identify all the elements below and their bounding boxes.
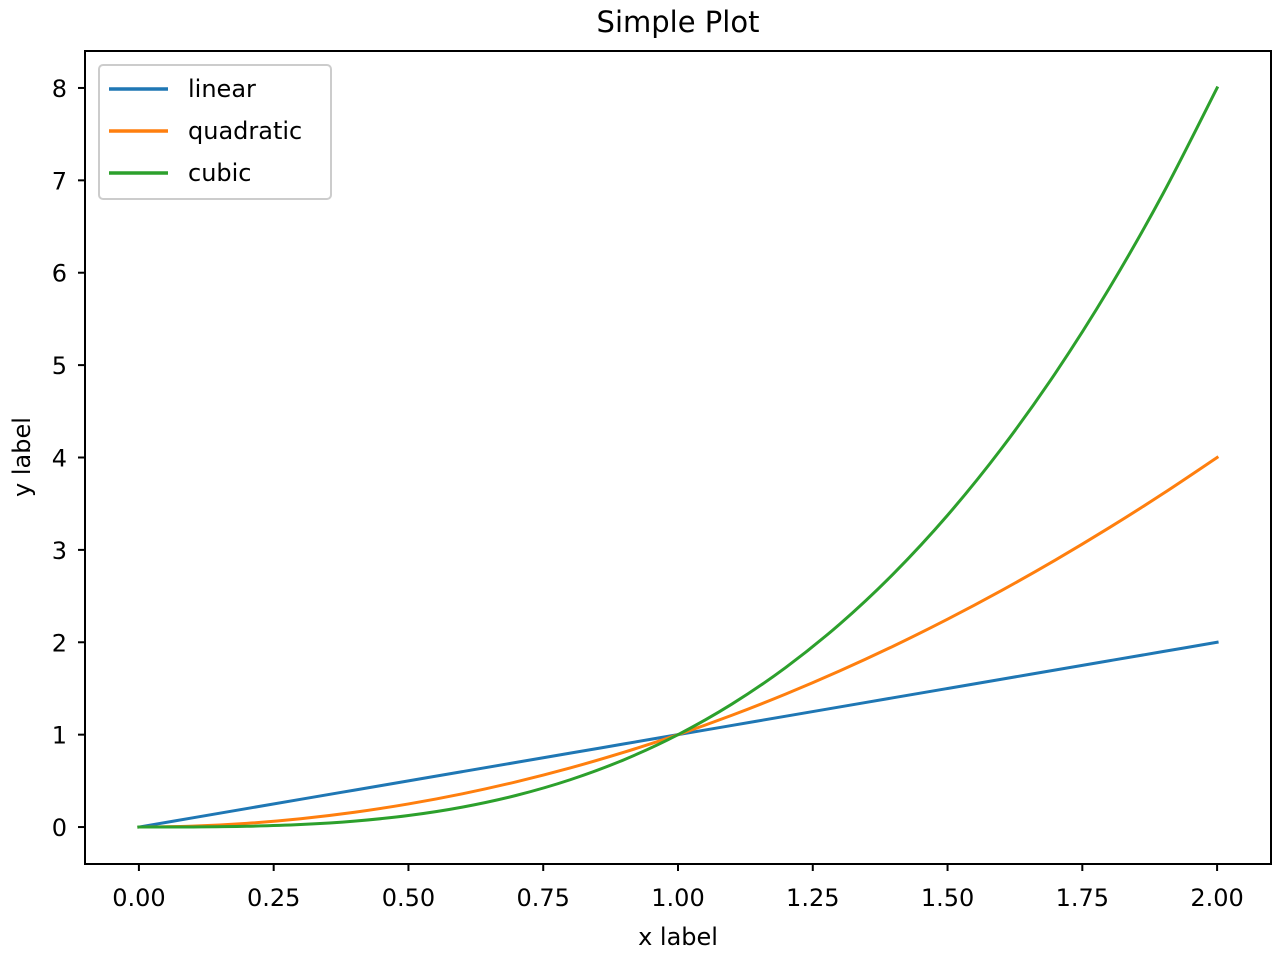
y-tick-label: 5: [52, 352, 67, 380]
y-tick-label: 6: [52, 260, 67, 288]
x-tick-label: 1.75: [1056, 884, 1109, 912]
legend: linear quadratic cubic: [98, 64, 332, 200]
y-tick-label: 7: [52, 167, 67, 195]
x-tick-label: 0.50: [382, 884, 435, 912]
legend-entries: linear quadratic cubic: [109, 75, 302, 187]
y-tick-label: 1: [52, 722, 67, 750]
series-line-cubic: [137, 85, 1220, 829]
legend-label-cubic: cubic: [188, 159, 252, 187]
x-tick-label: 0.75: [517, 884, 570, 912]
y-tick-label: 3: [52, 537, 67, 565]
legend-box: [98, 64, 332, 200]
chart-title: Simple Plot: [597, 5, 760, 39]
x-tick-label: 1.50: [921, 884, 974, 912]
y-tick-label: 8: [52, 75, 67, 103]
y-axis-label: y label: [8, 417, 36, 497]
x-tick-label: 1.25: [786, 884, 839, 912]
x-tick-label: 0.25: [247, 884, 300, 912]
y-tick-label: 0: [52, 814, 67, 842]
x-tick-label: 0.00: [112, 884, 165, 912]
y-axis-ticks: 0 1 2 3 4 5 6 7 8: [52, 75, 85, 842]
x-axis-label: x label: [638, 923, 718, 951]
series-layer: [137, 85, 1220, 829]
x-axis-ticks: 0.00 0.25 0.50 0.75 1.00 1.25 1.50 1.75 2.00: [112, 864, 1244, 912]
legend-label-linear: linear: [188, 75, 256, 103]
legend-label-quadratic: quadratic: [188, 117, 302, 145]
x-tick-label: 2.00: [1190, 884, 1243, 912]
y-tick-label: 2: [52, 629, 67, 657]
x-tick-label: 1.00: [651, 884, 704, 912]
y-tick-label: 4: [52, 445, 67, 473]
